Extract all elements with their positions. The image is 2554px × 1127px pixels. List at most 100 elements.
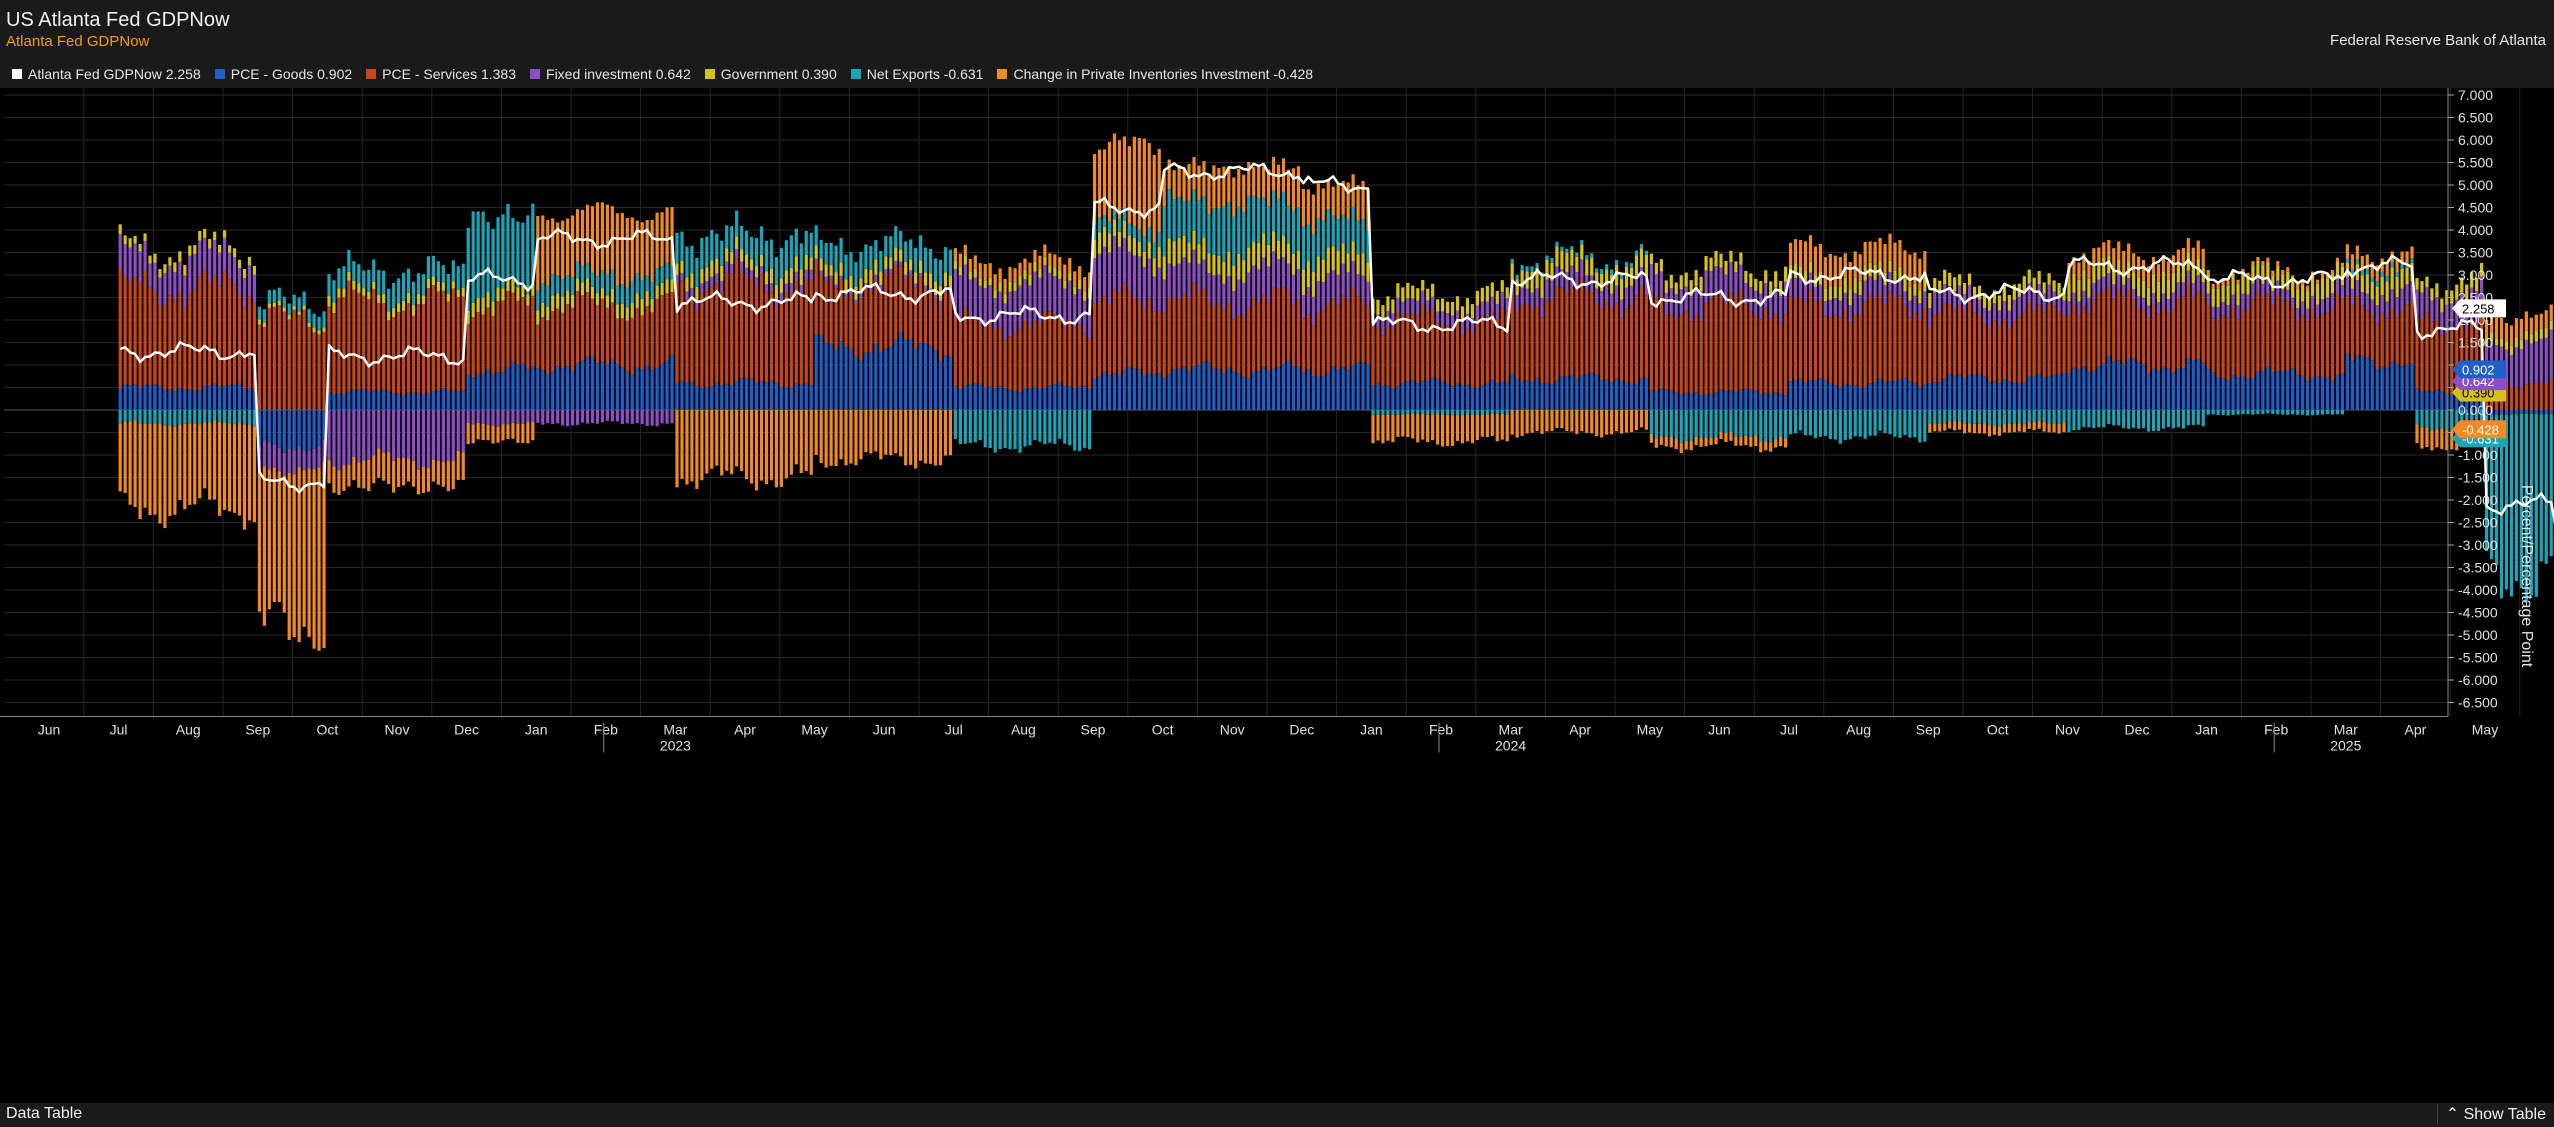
bar-goods <box>1127 366 1131 410</box>
bar-inv <box>232 424 237 513</box>
bar-services <box>2440 335 2444 392</box>
bar-goods <box>272 410 276 445</box>
bar-inv <box>625 218 629 288</box>
bar-inv <box>1510 410 1514 435</box>
bar-services <box>2181 296 2185 369</box>
bar-netx <box>382 270 386 294</box>
bar-netx <box>1649 410 1653 434</box>
bar-services <box>1142 308 1146 376</box>
bar-fixed <box>2102 276 2106 292</box>
bar-services <box>655 298 659 369</box>
legend-item-government[interactable]: Government 0.390 <box>704 66 837 82</box>
bar-fixed <box>754 277 759 287</box>
bar-fixed <box>372 410 376 456</box>
bar-inv <box>1679 443 1683 454</box>
bar-goods <box>1147 372 1151 410</box>
bar-netx <box>809 232 813 258</box>
bar-inv <box>869 410 873 454</box>
bar-gov <box>1445 301 1450 314</box>
bar-services <box>1381 335 1385 387</box>
bar-fixed <box>2296 308 2300 321</box>
bar-goods <box>1888 380 1892 410</box>
bar-netx <box>561 279 565 297</box>
bar-inv <box>297 466 301 643</box>
bar-fixed <box>1545 279 1549 302</box>
bar-netx <box>1460 410 1465 416</box>
bar-services <box>247 296 252 389</box>
bar-netx <box>1585 255 1589 260</box>
bar-fixed <box>1724 274 1728 305</box>
legend-item-gdpnow[interactable]: Atlanta Fed GDPNow 2.258 <box>12 66 201 82</box>
bar-services <box>650 312 654 371</box>
bar-services <box>198 276 202 391</box>
x-tick-label: Dec <box>454 722 479 738</box>
bar-services <box>188 294 192 390</box>
bar-fixed <box>660 410 664 424</box>
bar-goods <box>849 349 853 410</box>
bar-goods <box>2301 375 2305 410</box>
bar-gov <box>2261 265 2265 285</box>
bar-inv <box>1197 165 1201 201</box>
bar-gov <box>1013 282 1017 292</box>
bar-gov <box>1808 261 1813 273</box>
bar-gov <box>1982 295 1987 308</box>
bar-services <box>700 293 704 388</box>
bar-fixed <box>307 451 311 469</box>
bar-inv <box>1967 423 1972 433</box>
bar-fixed <box>595 410 600 424</box>
show-table-button[interactable]: ⌃ Show Table <box>2436 1104 2546 1124</box>
legend-item-pce-services[interactable]: PCE - Services 1.383 <box>366 66 516 82</box>
bar-goods <box>1301 372 1305 410</box>
bar-inv <box>2296 284 2300 290</box>
bar-inv <box>1242 174 1246 213</box>
bar-fixed <box>1769 296 1773 319</box>
legend-item-fixed-investment[interactable]: Fixed investment 0.642 <box>530 66 691 82</box>
bar-services <box>1510 297 1514 374</box>
bar-goods <box>814 334 818 410</box>
bar-fixed <box>1938 293 1942 313</box>
bar-goods <box>2430 391 2434 410</box>
legend-item-net-exports[interactable]: Net Exports -0.631 <box>850 66 983 82</box>
bar-fixed <box>1495 304 1499 320</box>
bar-netx <box>496 217 500 288</box>
bar-gov <box>1605 269 1609 286</box>
bar-gov <box>178 251 182 262</box>
bar-gov <box>998 281 1002 292</box>
badge-value: -0.428 <box>2462 422 2499 437</box>
bar-netx <box>869 245 873 270</box>
x-tick-label: Nov <box>385 722 410 738</box>
legend-item-pce-goods[interactable]: PCE - Goods 0.902 <box>214 66 352 82</box>
bar-netx <box>1933 410 1937 424</box>
y-tick-label: -2.000 <box>2458 492 2498 508</box>
bar-fixed <box>1644 275 1649 295</box>
bar-fixed <box>571 410 575 426</box>
bar-inv <box>128 421 132 505</box>
bar-gov <box>620 303 624 319</box>
bar-fixed <box>774 298 779 307</box>
bar-services <box>1858 315 1862 388</box>
bar-netx <box>491 228 495 302</box>
bar-netx <box>451 260 455 282</box>
bar-services <box>1028 328 1032 389</box>
legend-item-inventories[interactable]: Change in Private Inventories Investment… <box>997 66 1313 82</box>
bar-services <box>615 318 619 364</box>
bar-netx <box>2330 410 2335 415</box>
bar-fixed <box>844 293 848 298</box>
bar-netx <box>2425 410 2429 428</box>
bar-gov <box>2181 263 2185 283</box>
bar-gov <box>973 268 977 278</box>
bar-fixed <box>1122 237 1127 283</box>
bar-services <box>764 291 769 383</box>
bar-inv <box>1182 167 1186 201</box>
bar-netx <box>2052 410 2056 424</box>
bar-inv <box>2400 251 2404 265</box>
bar-goods <box>1540 383 1544 410</box>
bar-goods <box>1436 378 1440 410</box>
gdpnow-stacked-bar-chart[interactable]: 7.0006.5006.0005.5005.0004.5004.0003.500… <box>0 88 2554 1103</box>
bar-gov <box>2241 273 2245 294</box>
bar-inv <box>476 422 480 440</box>
bar-services <box>1595 304 1599 375</box>
data-table-link[interactable]: Data Table <box>6 1105 83 1122</box>
bar-inv <box>1709 437 1713 445</box>
bar-inv <box>546 220 550 286</box>
